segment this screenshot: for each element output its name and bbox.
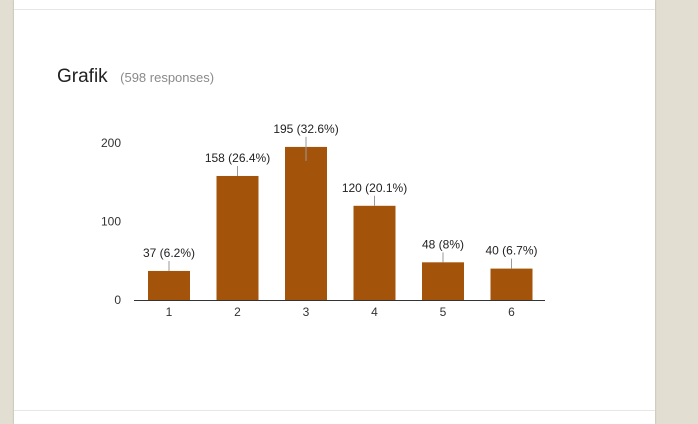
y-tick-label-1: 100 (101, 215, 121, 229)
bar-5 (422, 262, 464, 300)
bottom-divider (14, 410, 655, 411)
y-tick-label-2: 200 (101, 136, 121, 150)
question-title: Grafik (57, 66, 108, 87)
question-card: Grafik (598 responses) 0 100 200 37 (6.2%) 1… (14, 0, 655, 424)
x-tick-label-4: 4 (371, 305, 378, 319)
data-label-3: 195 (32.6%) (273, 122, 338, 136)
y-tick-label-0: 0 (114, 293, 121, 307)
response-count: (598 responses) (120, 70, 215, 85)
x-tick-label-1: 1 (166, 305, 173, 319)
x-tick-label-3: 3 (303, 305, 310, 319)
bar-6 (490, 268, 533, 300)
x-tick-label-6: 6 (508, 305, 515, 319)
bar-2 (216, 175, 259, 300)
x-tick-label-5: 5 (440, 305, 447, 319)
question-header: Grafik (598 responses) (57, 66, 214, 88)
bar-1 (148, 270, 190, 300)
top-divider (14, 9, 655, 10)
bar-3 (285, 146, 327, 300)
x-tick-label-2: 2 (234, 305, 241, 319)
data-label-6: 40 (6.7%) (485, 244, 537, 258)
bar-4 (353, 205, 396, 300)
data-label-4: 120 (20.1%) (342, 181, 407, 195)
data-label-2: 158 (26.4%) (205, 151, 270, 165)
data-label-5: 48 (8%) (422, 237, 464, 251)
bar-chart: 0 100 200 37 (6.2%) 1 158 (26.4%) 2 195 (32.6%)… (101, 122, 545, 319)
data-label-1: 37 (6.2%) (143, 246, 195, 260)
